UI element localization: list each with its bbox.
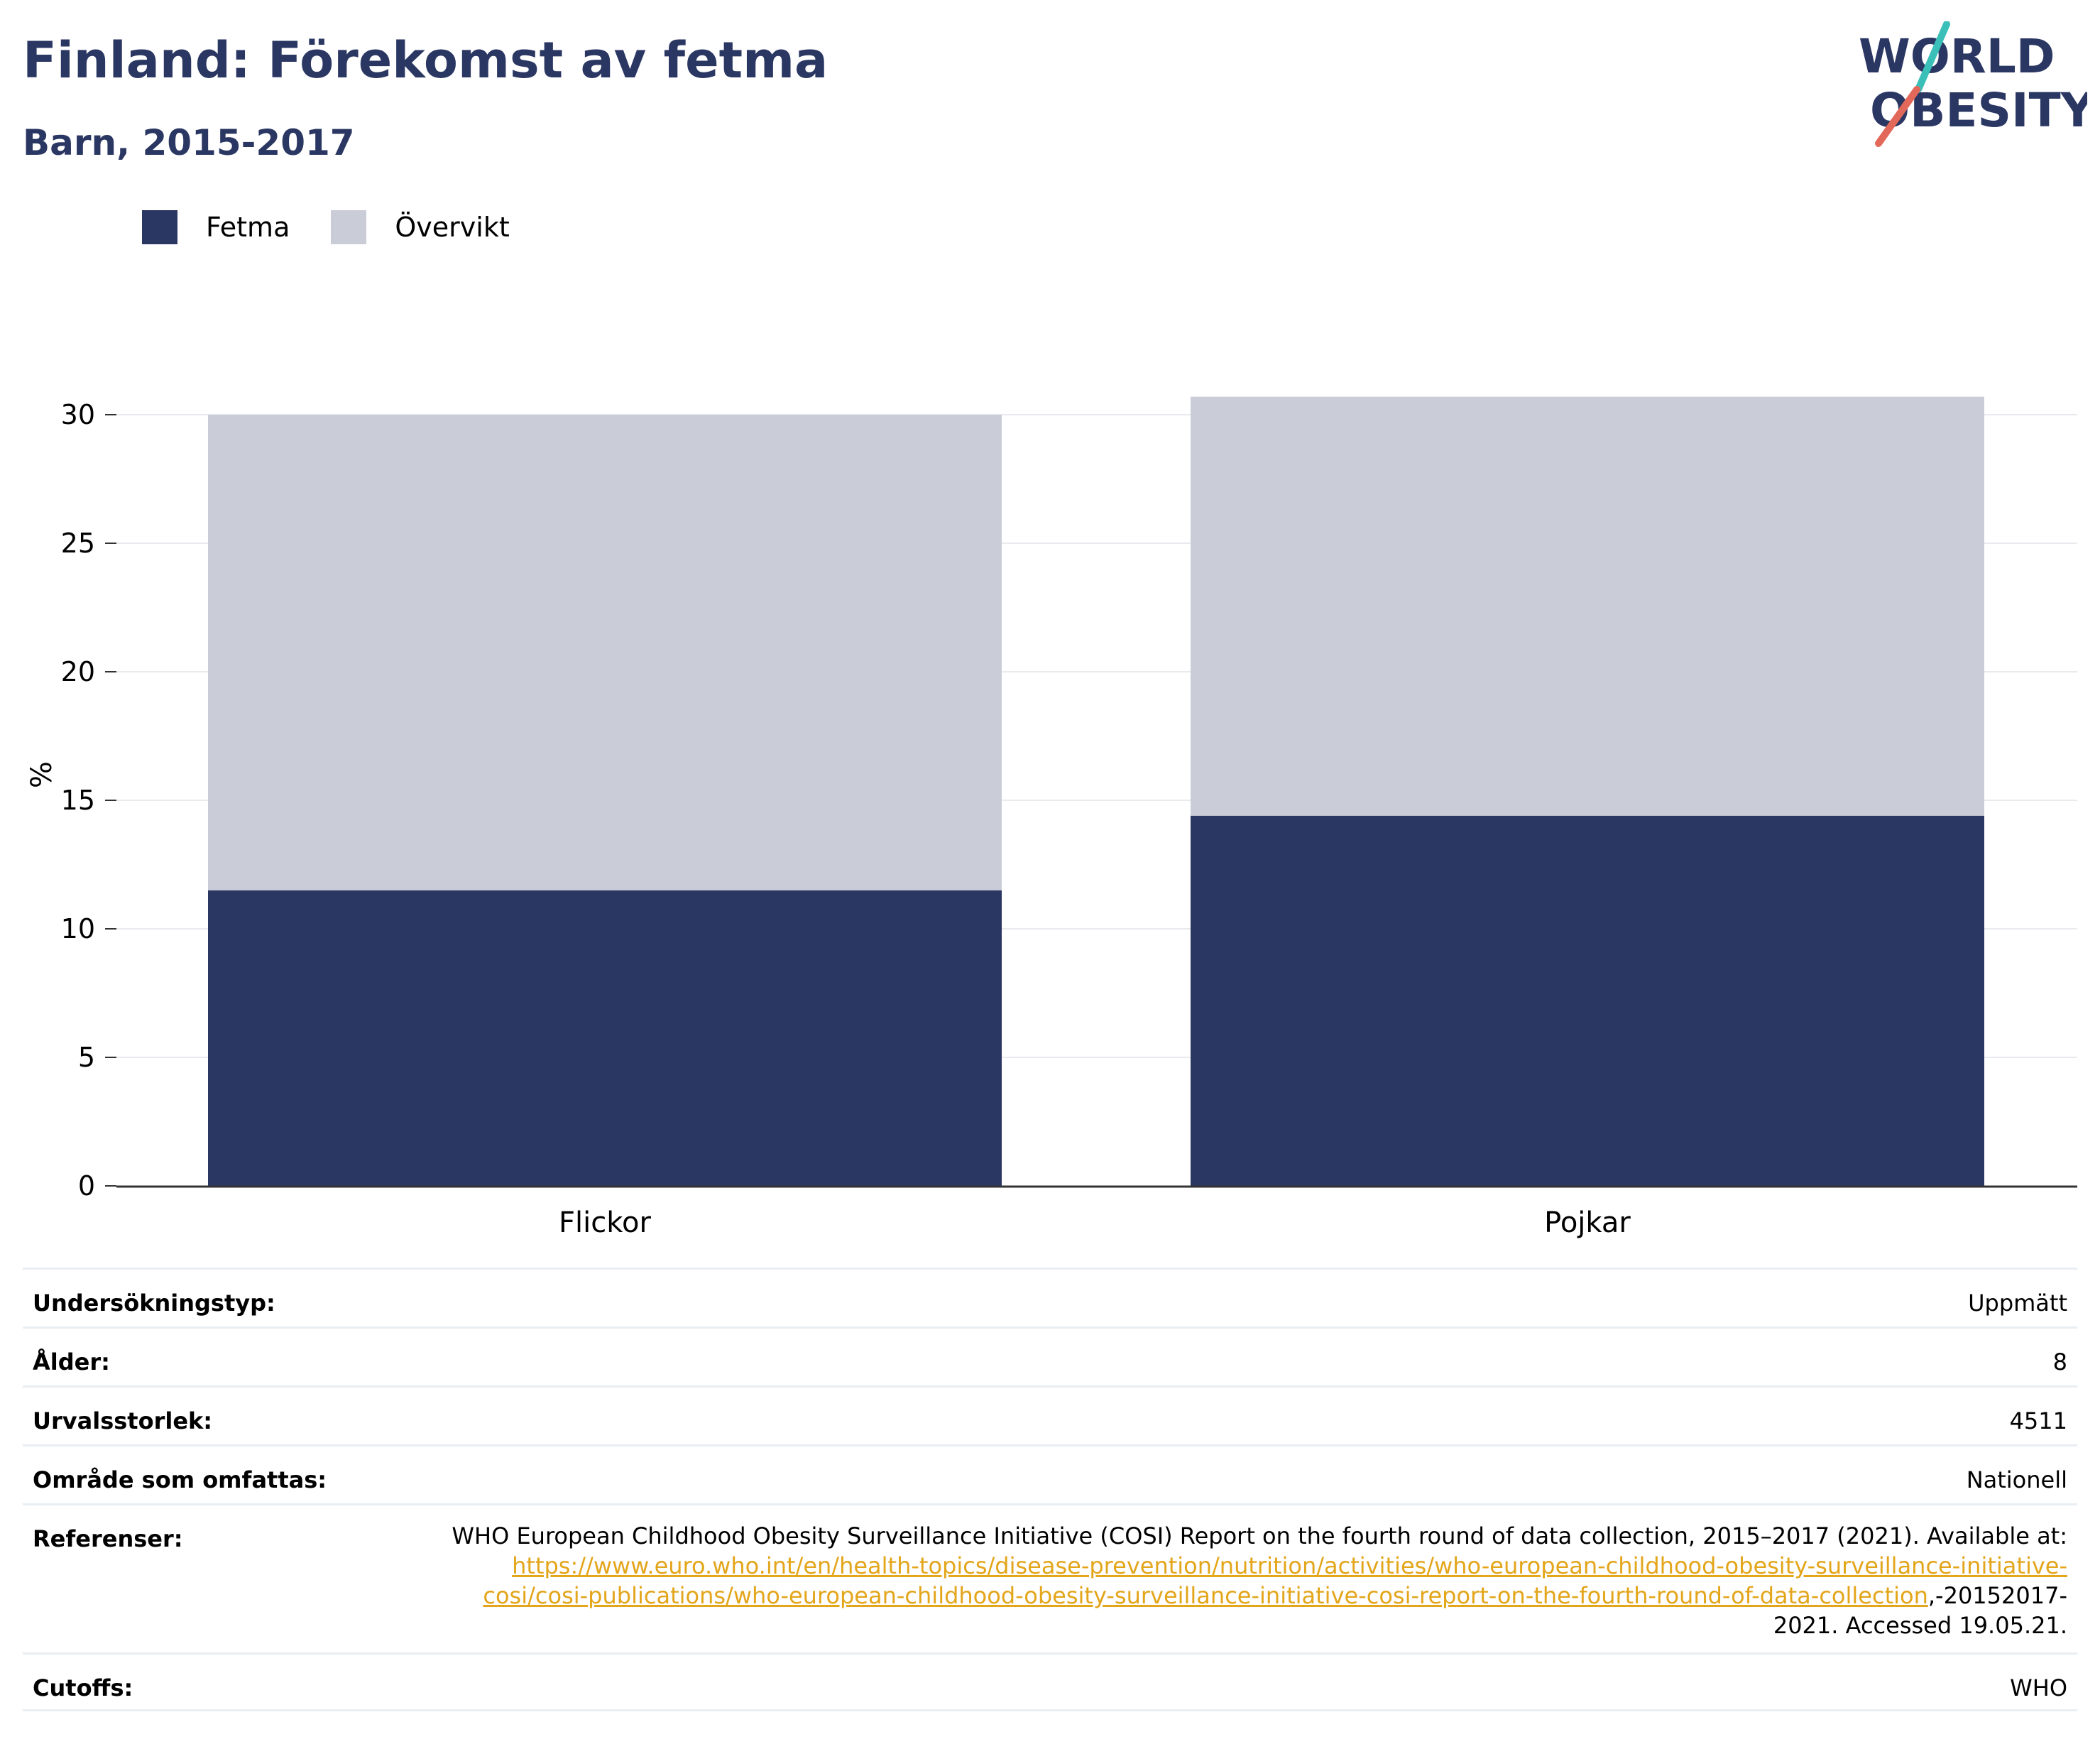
details-row: Ålder: 8	[23, 1326, 2077, 1385]
bar-fetma-flickor[interactable]	[208, 890, 1002, 1186]
y-tick-label: 20	[61, 656, 95, 687]
bar-fetma-pojkar[interactable]	[1191, 815, 1984, 1186]
y-tick-label: 0	[78, 1170, 95, 1202]
logo-line1: WORLD	[1859, 29, 2055, 84]
y-tick-label: 10	[61, 913, 95, 944]
details-value: 8	[2052, 1348, 2067, 1375]
page-title: Finland: Förekomst av fetma	[23, 31, 828, 89]
legend-item-fetma[interactable]: Fetma	[142, 210, 290, 244]
legend-swatch-overvikt	[331, 210, 367, 244]
y-tick-label: 30	[61, 399, 95, 430]
x-tick-label: Flickor	[559, 1206, 651, 1239]
details-label: Område som omfattas:	[33, 1466, 327, 1493]
world-obesity-logo: WORLD OBESITY	[1859, 21, 2087, 147]
details-label: Urvalsstorlek:	[33, 1407, 213, 1434]
legend-label-overvikt: Övervikt	[395, 212, 510, 243]
bar-layer	[208, 396, 1984, 1186]
references-label: Referenser:	[33, 1525, 183, 1552]
axis-layer: 0 5 10 15 20 25 30 Flickor Pojkar	[61, 399, 2077, 1239]
details-value: Nationell	[1966, 1466, 2067, 1493]
legend-item-overvikt[interactable]: Övervikt	[331, 210, 510, 244]
details-value: 4511	[2009, 1407, 2067, 1434]
references-text-before: WHO European Childhood Obesity Surveilla…	[452, 1522, 2067, 1549]
legend-swatch-fetma	[142, 210, 177, 244]
bar-overvikt-pojkar[interactable]	[1191, 396, 1984, 816]
y-tick-label: 25	[61, 528, 95, 559]
bar-overvikt-flickor[interactable]	[208, 415, 1002, 890]
logo-teal-slash	[1915, 21, 1950, 93]
legend-label-fetma: Fetma	[206, 212, 290, 243]
cutoffs-value: WHO	[2010, 1674, 2067, 1701]
details-row: Undersökningstyp: Uppmätt	[23, 1268, 2077, 1326]
references-value: WHO European Childhood Obesity Surveilla…	[434, 1505, 2067, 1652]
details-label: Undersökningstyp:	[33, 1290, 275, 1317]
y-axis-label: %	[26, 761, 58, 788]
cutoffs-label: Cutoffs:	[33, 1674, 133, 1701]
y-tick-label: 5	[78, 1042, 95, 1073]
details-value: Uppmätt	[1968, 1290, 2067, 1317]
references-link[interactable]: https://www.euro.who.int/en/health-topic…	[483, 1552, 2067, 1609]
details-label: Ålder:	[33, 1348, 110, 1375]
references-text-after: ,-20152017-2021. Accessed 19.05.21.	[1773, 1582, 2067, 1639]
chart-legend: Fetma Övervikt	[142, 210, 551, 244]
page-subtitle: Barn, 2015-2017	[23, 122, 355, 163]
stacked-bar-chart: 0 5 10 15 20 25 30 Flickor Pojkar %	[26, 396, 2077, 1239]
details-row: Cutoffs: WHO	[23, 1652, 2077, 1711]
y-tick-label: 15	[61, 785, 95, 816]
x-tick-label: Pojkar	[1544, 1206, 1631, 1239]
details-table: Undersökningstyp: Uppmätt Ålder: 8 Urval…	[23, 1268, 2077, 1711]
details-row: Område som omfattas: Nationell	[23, 1444, 2077, 1503]
details-row: Urvalsstorlek: 4511	[23, 1385, 2077, 1444]
references-row: Referenser: WHO European Childhood Obesi…	[23, 1503, 2077, 1652]
logo-coral-slash	[1875, 86, 1920, 147]
